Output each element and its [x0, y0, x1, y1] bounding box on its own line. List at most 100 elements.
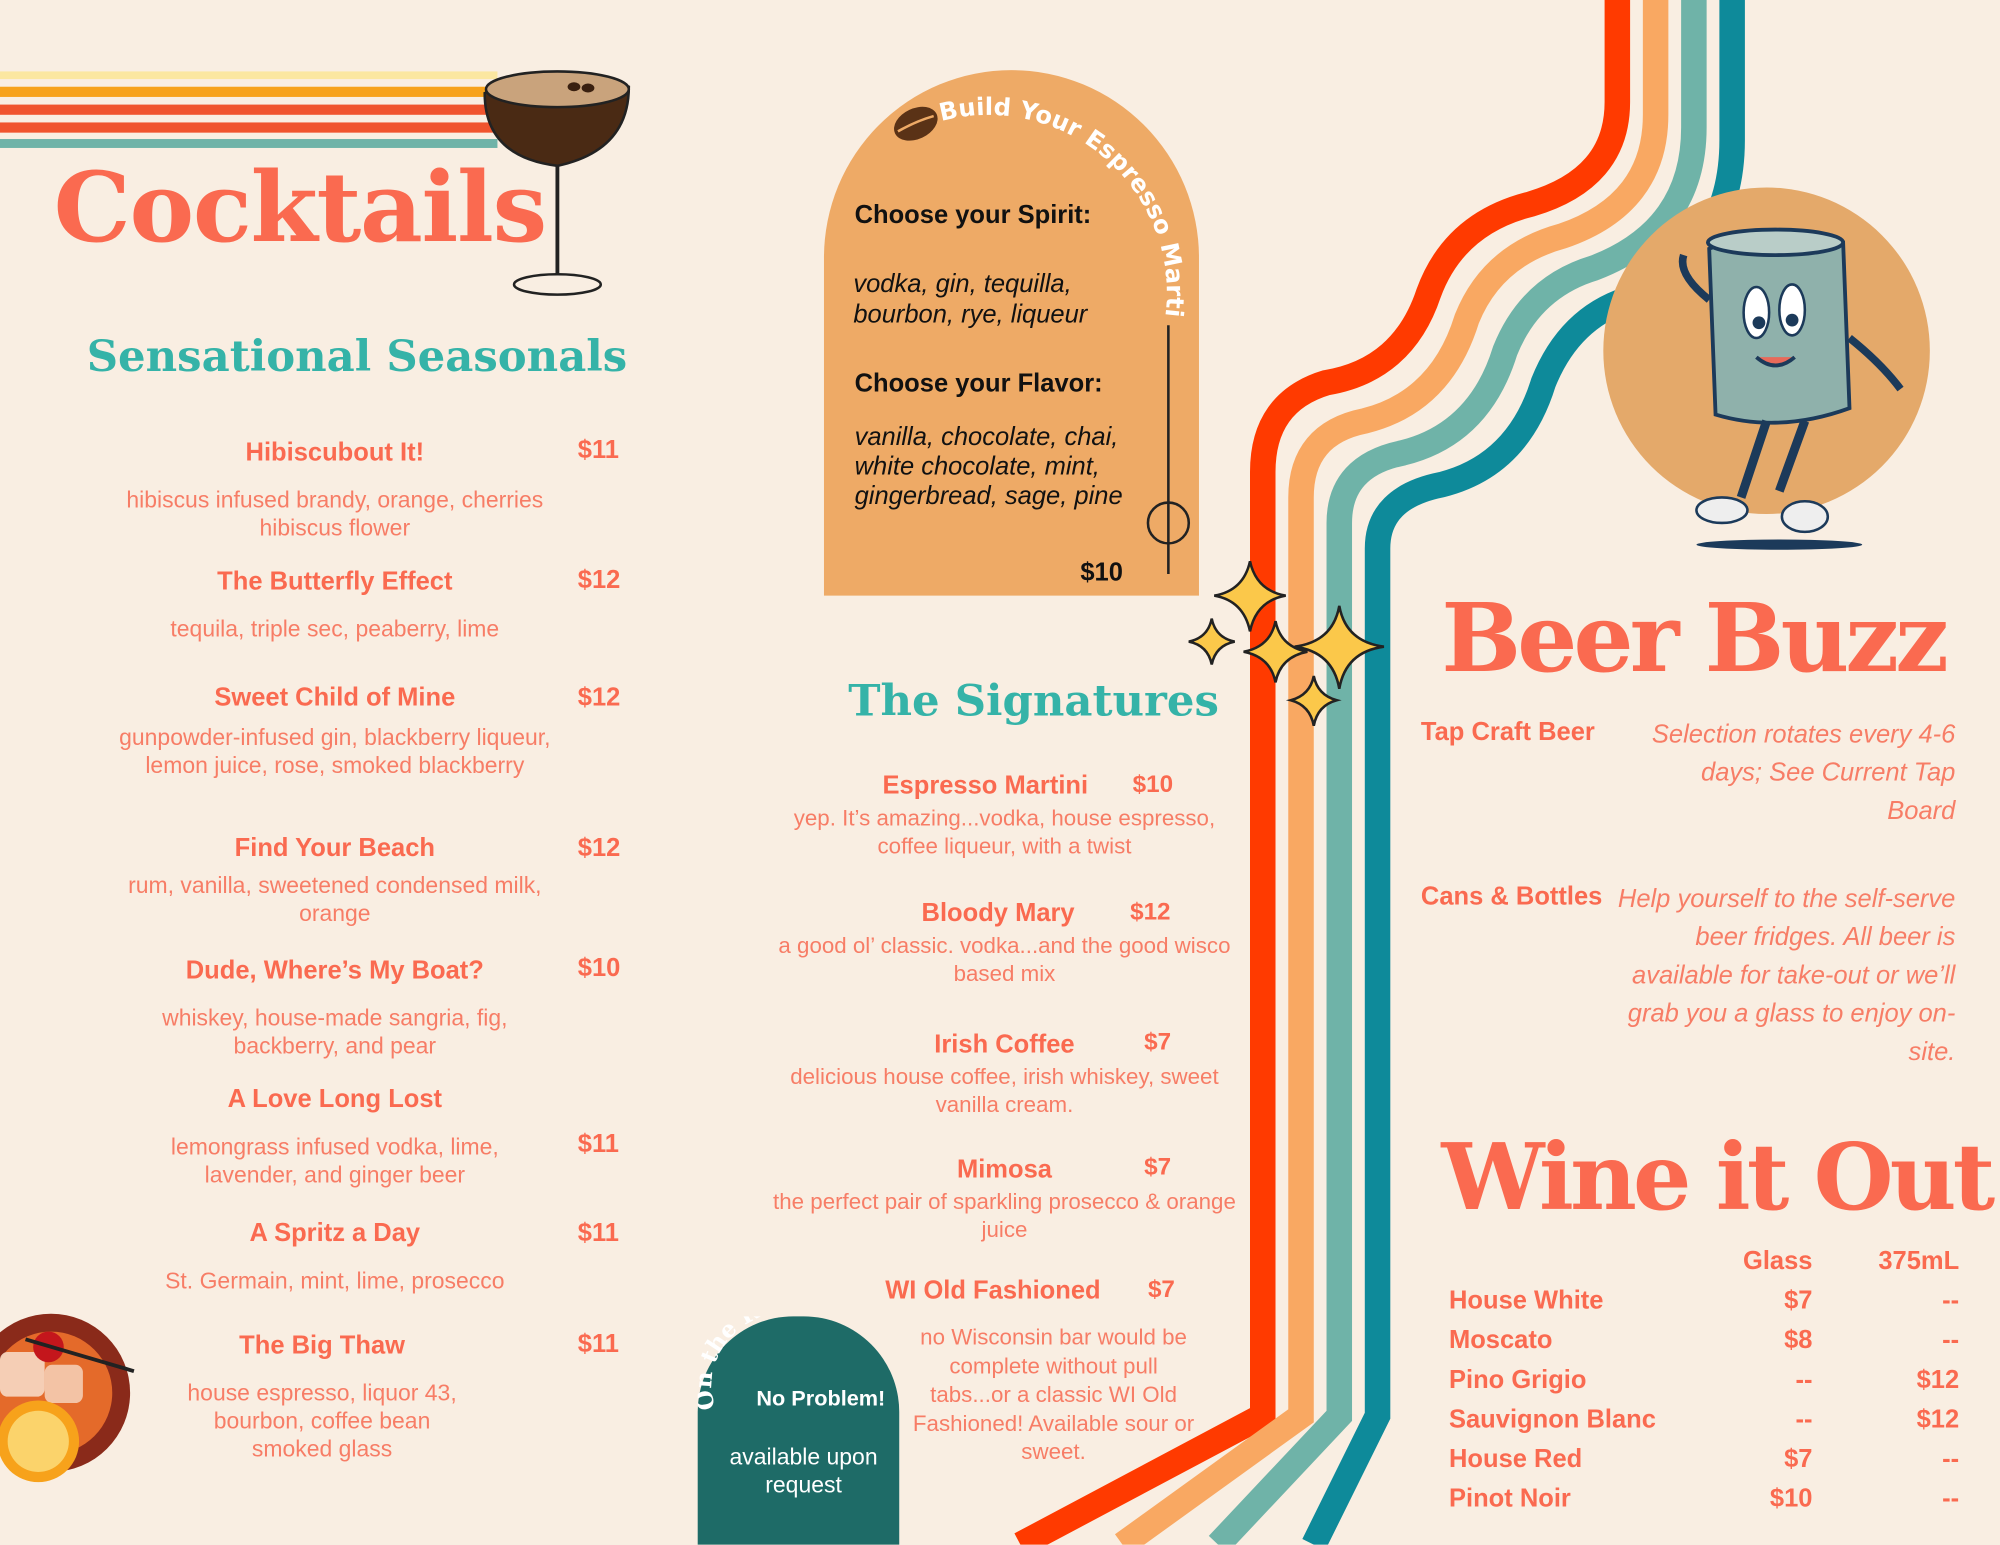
glass-price: $8 [1784, 1326, 1813, 1355]
item-price: $11 [577, 1130, 619, 1159]
spirit-options: vodka, gin, tequilla, bourbon, rye, liqu… [853, 270, 1088, 330]
coffee-bean-icon [894, 106, 938, 141]
no-problem-text: No Problem! [756, 1386, 886, 1411]
item-desc: rum, vanilla, sweetened condensed milk, … [128, 872, 542, 927]
menu-item: A Spritz a Day St. Germain, mint, lime, p… [102, 1219, 568, 1294]
menu-item: Find Your Beach rum, vanilla, sweetened c… [102, 834, 568, 927]
bottle-price: -- [1942, 1326, 1960, 1355]
item-name: Hibiscubout It! [245, 438, 425, 467]
beer-desc: Help yourself to the self-serve beer fri… [1617, 885, 1956, 1067]
espresso-builder-graphics: Build Your Espresso Martini [824, 70, 1191, 574]
stripe-orange [1114, 0, 1669, 1545]
wine-name: Sauvignon Blanc [1448, 1405, 1656, 1434]
bottle-price: $12 [1916, 1366, 1960, 1395]
menu-item: The Butterfly Effect tequila, triple sec,… [102, 568, 568, 643]
item-name: A Love Long Lost [227, 1085, 443, 1114]
stripe-red [1014, 0, 1631, 1545]
flavor-label: Choose your Flavor: [854, 369, 1103, 398]
menu-item: Hibiscubout It! hibiscus infused brandy, … [102, 439, 568, 542]
stripe [0, 86, 498, 97]
item-price: $12 [1130, 899, 1171, 927]
table-row: Pinot Noir $10 -- [1449, 1480, 1959, 1520]
item-price: $12 [577, 566, 621, 595]
menu-item: Irish Coffee delicious house coffee, iris… [772, 1031, 1238, 1119]
col-375ml: 375mL [1878, 1247, 1960, 1276]
item-price: $10 [577, 954, 621, 983]
bottle-price: -- [1942, 1484, 1960, 1513]
stripe [0, 122, 498, 133]
table-row: Sauvignon Blanc -- $12 [1449, 1401, 1959, 1441]
item-name: Bloody Mary [921, 899, 1075, 928]
item-desc: the perfect pair of sparkling prosecco &… [773, 1188, 1236, 1243]
rocks-note: available upon request [729, 1443, 878, 1498]
item-price: $7 [1147, 1276, 1175, 1304]
spirit-label: Choose your Spirit: [854, 201, 1092, 230]
item-price: $11 [577, 436, 619, 465]
bottle-price: -- [1942, 1445, 1960, 1474]
seasonals-subtitle: Sensational Seasonals [86, 331, 628, 383]
table-row: House White $7 -- [1449, 1282, 1959, 1322]
item-price: $7 [1144, 1154, 1172, 1182]
glass-price: $7 [1784, 1445, 1813, 1474]
wine-name: House Red [1448, 1445, 1583, 1474]
wine-name: House White [1448, 1286, 1604, 1316]
item-desc: tequila, triple sec, peaberry, lime [170, 616, 500, 642]
old-fashioned-glass-icon [0, 1313, 135, 1483]
menu-item: A Love Long Lost lemongrass infused vodka… [102, 1085, 568, 1188]
bottle-price: -- [1942, 1286, 1960, 1316]
item-desc: delicious house coffee, irish whiskey, s… [790, 1063, 1219, 1118]
stripe-teal [1208, 0, 1707, 1545]
menu-item: Sweet Child of Mine gunpowder-infused gin… [102, 684, 568, 780]
stripe [0, 71, 498, 80]
item-name: WI Old Fashioned [885, 1276, 1101, 1305]
table-row: Moscato $8 -- [1449, 1321, 1959, 1361]
col-glass: Glass [1743, 1247, 1813, 1276]
item-desc: a good ol’ classic. vodka...and the good… [778, 932, 1231, 986]
sparkle-icon [1188, 560, 1385, 727]
wine-name: Moscato [1448, 1326, 1553, 1355]
beer-title: Beer Buzz [1441, 584, 1948, 694]
wine-title: Wine it Out [1441, 1122, 1995, 1231]
item-desc: gunpowder-infused gin, blackberry liqueu… [119, 724, 551, 779]
item-desc: lemongrass infused vodka, lime, lavender… [170, 1133, 499, 1188]
item-name: Irish Coffee [934, 1030, 1075, 1059]
on-the-rocks-title-graphic: On the Rocks? [698, 1316, 837, 1412]
item-desc: whiskey, house-made sangria, fig, backbe… [162, 1005, 508, 1059]
beer-desc: Selection rotates every 4-6 days; See Cu… [1651, 720, 1956, 826]
glass-price: $7 [1784, 1286, 1813, 1316]
table-header: Glass 375mL [1449, 1242, 1959, 1282]
flavor-options: vanilla, chocolate, chai, white chocolat… [854, 423, 1123, 511]
espresso-builder-card [823, 70, 1199, 596]
item-name: The Butterfly Effect [217, 567, 453, 596]
item-name: Mimosa [956, 1155, 1052, 1184]
wine-name: Pinot Noir [1448, 1484, 1571, 1513]
item-desc: house espresso, liquor 43, bourbon, coff… [187, 1380, 457, 1462]
menu-item: Bloody Mary a good ol’ classic. vodka...a… [772, 899, 1238, 987]
beer-can-mascot-icon [1603, 187, 1930, 550]
item-price: $12 [577, 834, 621, 863]
menu-item: Dude, Where’s My Boat? whiskey, house-mad… [102, 957, 568, 1060]
menu-item: Mimosa the perfect pair of sparkling pros… [772, 1156, 1238, 1244]
builder-price: $10 [1080, 558, 1123, 587]
item-name: Find Your Beach [234, 834, 435, 863]
stripe [0, 139, 498, 148]
item-desc: hibiscus infused brandy, orange, cherrie… [126, 487, 544, 541]
wine-table: Glass 375mL House White $7 -- Moscato $8 -- P… [1449, 1242, 1959, 1519]
item-desc: yep. It’s amazing...vodka, house espress… [793, 804, 1216, 859]
on-the-rocks-card [697, 1316, 900, 1545]
wine-name: Pino Grigio [1448, 1366, 1587, 1395]
item-name: Dude, Where’s My Boat? [185, 956, 484, 985]
beer-label: Cans & Bottles [1420, 882, 1603, 911]
martini-glass-icon [483, 70, 631, 296]
bottle-price: $12 [1916, 1405, 1960, 1434]
item-price: $7 [1144, 1029, 1172, 1057]
stripe [0, 104, 498, 115]
table-row: Pino Grigio -- $12 [1449, 1361, 1959, 1401]
menu-item: Espresso Martini yep. It’s amazing...vodk… [772, 772, 1238, 860]
signatures-title: The Signatures [848, 676, 1219, 728]
item-price: $11 [577, 1219, 619, 1248]
glass-price: -- [1795, 1405, 1813, 1434]
menu-item: The Big Thaw house espresso, liquor 43, b… [89, 1332, 555, 1463]
item-desc: no Wisconsin bar would be complete witho… [912, 1323, 1195, 1465]
